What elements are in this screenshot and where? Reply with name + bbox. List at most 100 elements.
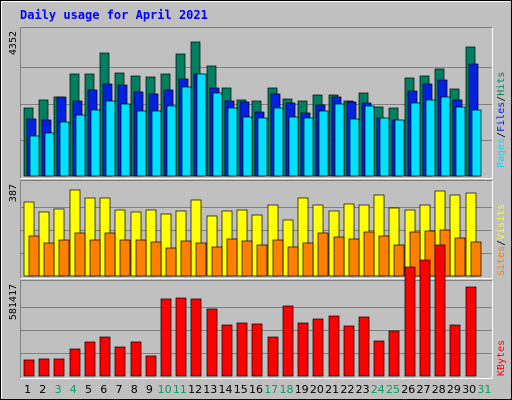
legend-entry: / (496, 132, 507, 138)
legend-entry: / (496, 96, 507, 102)
bar-pages (44, 132, 55, 177)
bar-kbytes (23, 359, 35, 377)
bar-pages (136, 110, 147, 177)
bar-pages (349, 118, 360, 177)
bar-sites (393, 244, 405, 277)
bar-kbytes (297, 322, 309, 377)
x-tick-label: 16 (249, 383, 263, 396)
bar-sites (363, 231, 375, 277)
bar-pages (410, 102, 421, 177)
bar-sites (43, 242, 55, 277)
bar-sites (89, 239, 101, 277)
bar-kbytes (434, 244, 446, 377)
bar-kbytes (449, 324, 461, 377)
y-max-label: 4352 (8, 31, 19, 55)
x-tick-label: 29 (447, 383, 461, 396)
bar-kbytes (465, 286, 477, 377)
x-tick-label: 8 (131, 383, 138, 396)
x-tick-label: 11 (173, 383, 187, 396)
bar-sites (104, 232, 116, 277)
legend-entry: Sites (496, 246, 507, 276)
bar-pages (334, 103, 345, 177)
bar-pages (166, 105, 177, 177)
x-tick-label: 24 (371, 383, 385, 396)
bar-pages (364, 105, 375, 177)
legend-entry: KBytes (496, 340, 507, 376)
bar-pages (227, 107, 238, 177)
x-tick-label: 3 (55, 383, 62, 396)
bar-sites (211, 246, 223, 277)
x-tick-label: 13 (203, 383, 217, 396)
bar-kbytes (236, 322, 248, 377)
bar-kbytes (282, 305, 294, 377)
legend-entry: Files (496, 102, 507, 132)
bar-sites (454, 237, 466, 277)
x-tick-label: 18 (280, 383, 294, 396)
x-tick-label: 7 (116, 383, 123, 396)
x-tick-label: 12 (188, 383, 202, 396)
bar-sites (348, 238, 360, 277)
bar-kbytes (99, 336, 111, 377)
x-tick-label: 26 (401, 383, 415, 396)
x-tick-label: 21 (325, 383, 339, 396)
y-max-label: 581417 (8, 284, 19, 320)
bar-kbytes (206, 308, 218, 377)
chart-title: Daily usage for April 2021 (20, 8, 208, 22)
bar-pages (105, 100, 116, 177)
x-tick-label: 19 (295, 383, 309, 396)
bar-kbytes (343, 325, 355, 377)
bar-kbytes (328, 315, 340, 377)
bar-kbytes (160, 298, 172, 377)
bar-sites (58, 239, 70, 277)
x-tick-label: 1 (24, 383, 31, 396)
legend-entry: Hits (496, 72, 507, 96)
bar-sites (333, 236, 345, 277)
x-tick-label: 15 (234, 383, 248, 396)
bar-sites (287, 246, 299, 277)
bar-sites (28, 235, 40, 277)
x-tick-label: 4 (70, 383, 77, 396)
chart-panels: 4352387581417Pages/Files/HitsSites/Visit… (8, 27, 507, 379)
bar-kbytes (388, 330, 400, 377)
bar-sites (135, 239, 147, 277)
bar-sites (241, 240, 253, 277)
x-tick-label: 23 (356, 383, 370, 396)
legend-entry: Visits (496, 204, 507, 240)
bar-sites (119, 239, 131, 277)
bar-pages (455, 106, 466, 177)
bar-sites (378, 235, 390, 277)
bar-kbytes (145, 355, 157, 377)
bar-kbytes (69, 348, 81, 377)
bar-kbytes (404, 266, 416, 377)
x-tick-label: 31 (477, 383, 491, 396)
bar-pages (29, 135, 40, 177)
bar-pages (212, 92, 223, 177)
bar-pages (151, 110, 162, 177)
bar-kbytes (267, 336, 279, 377)
bar-pages (257, 117, 268, 177)
bar-kbytes (53, 358, 65, 377)
legend-entry: / (496, 240, 507, 246)
x-tick-label: 22 (340, 383, 354, 396)
bar-kbytes (114, 346, 126, 377)
bar-kbytes (373, 340, 385, 377)
bar-sites (74, 232, 86, 277)
bar-pages (242, 116, 253, 177)
x-tick-label: 20 (310, 383, 324, 396)
bar-pages (75, 114, 86, 177)
bar-kbytes (38, 358, 50, 377)
x-tick-label: 2 (39, 383, 46, 396)
bar-sites (272, 239, 284, 277)
bar-kbytes (358, 316, 370, 377)
x-tick-label: 30 (462, 383, 476, 396)
bar-pages (425, 99, 436, 177)
bar-sites (317, 232, 329, 277)
x-tick-label: 28 (432, 383, 446, 396)
legend-entry: Pages (496, 138, 507, 168)
bar-pages (303, 117, 314, 177)
x-tick-label: 5 (85, 383, 92, 396)
bar-sites (150, 241, 162, 277)
bar-sites (256, 244, 268, 277)
bar-pages (196, 73, 207, 177)
